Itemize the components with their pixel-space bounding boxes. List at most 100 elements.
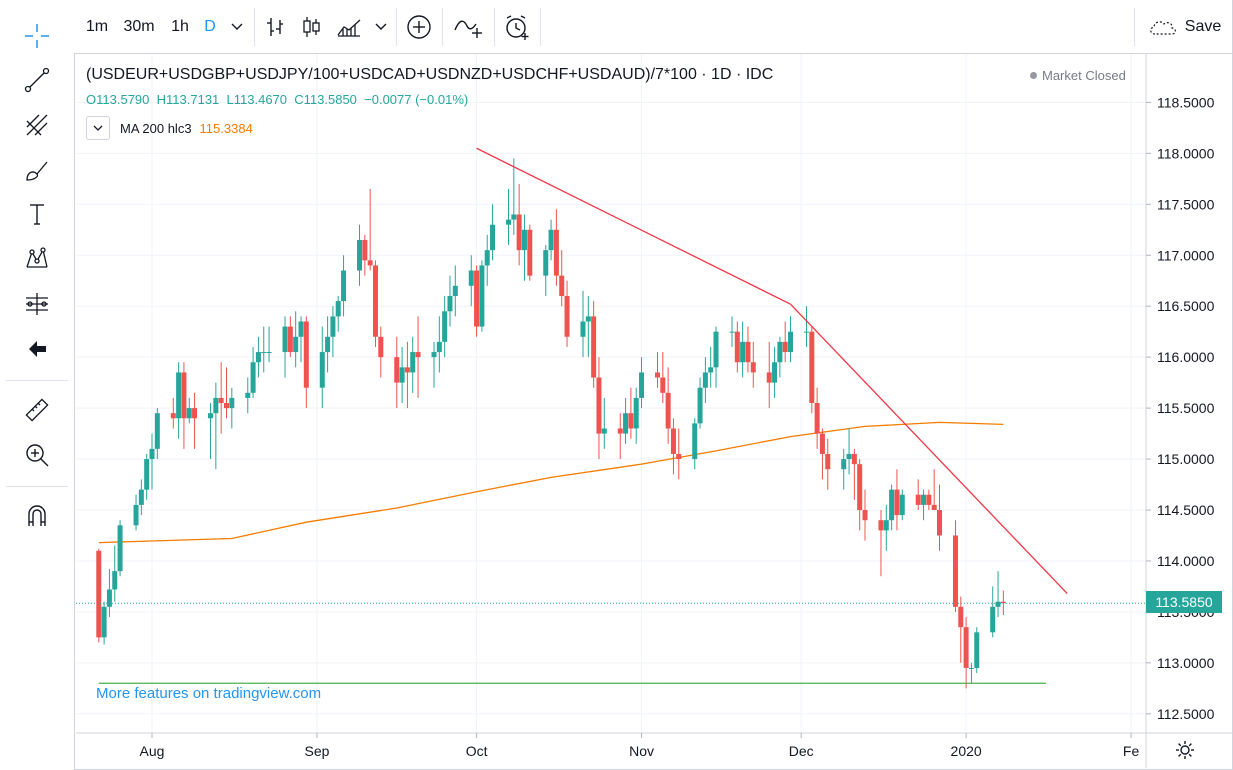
candle-body: [261, 352, 267, 354]
candle: [479, 260, 485, 332]
candle-body: [96, 550, 102, 638]
candle-body: [921, 494, 927, 505]
candle-body: [447, 296, 453, 312]
candle: [250, 346, 256, 398]
candle: [96, 548, 102, 643]
candle: [623, 397, 629, 444]
bar-chart-button[interactable]: [260, 14, 290, 40]
candle: [484, 234, 490, 286]
ruler-tool[interactable]: [18, 392, 56, 428]
candle-body: [218, 397, 224, 404]
crosshair-tool[interactable]: [18, 18, 56, 54]
candle-body: [372, 265, 378, 337]
chart-type-dropdown[interactable]: [370, 14, 392, 40]
candle: [154, 408, 160, 460]
candle: [968, 662, 974, 684]
toolbar-divider: [494, 8, 495, 46]
symbol-title[interactable]: (USDEUR+USDGBP+USDJPY/100+USDCAD+USDNZD+…: [86, 66, 774, 83]
candle: [378, 326, 384, 378]
legend-collapse-button[interactable]: [86, 116, 110, 140]
trend-line-tool[interactable]: [18, 62, 56, 98]
chevron-down-icon: [375, 23, 387, 30]
candle: [133, 494, 139, 531]
prediction-icon: [26, 293, 48, 315]
candle: [362, 234, 368, 276]
ma-label[interactable]: MA 200 hlc3: [120, 120, 192, 136]
y-tick-label: 112.5000: [1157, 706, 1215, 722]
ruler-icon: [25, 398, 49, 422]
candle-body: [245, 392, 251, 398]
candle: [729, 316, 735, 347]
candle: [431, 341, 437, 388]
hide-toolbar-button[interactable]: [18, 331, 56, 367]
candle: [404, 341, 410, 409]
candle: [899, 489, 905, 521]
toolbar-divider: [540, 8, 541, 46]
candle: [553, 209, 559, 286]
candle: [601, 397, 607, 449]
candle-body: [825, 453, 831, 470]
x-tick-label: Fe: [1123, 743, 1140, 759]
save-button[interactable]: Save: [1142, 14, 1226, 40]
candle-body: [974, 632, 980, 668]
brush-tool[interactable]: [18, 152, 56, 188]
interval-1h[interactable]: 1h: [171, 18, 189, 35]
compare-button[interactable]: [450, 14, 486, 40]
magnet-tool[interactable]: [18, 498, 56, 534]
candle-body: [527, 229, 533, 276]
drawing-toolbar: [0, 0, 75, 770]
candle: [617, 413, 623, 460]
bar-chart-icon: [267, 18, 283, 36]
promo-link[interactable]: More features on tradingview.com: [96, 685, 322, 702]
candle: [692, 418, 698, 470]
alert-icon: [506, 15, 529, 40]
brush-icon: [26, 161, 48, 181]
candle-body: [585, 316, 591, 322]
candle: [101, 601, 107, 645]
time-axis[interactable]: Aug Sep Oct Nov Dec 2020 Fe: [76, 732, 1232, 759]
add-indicator-button[interactable]: [402, 14, 436, 40]
interval-dropdown[interactable]: [226, 14, 248, 40]
gear-icon: [1176, 741, 1194, 759]
candle: [516, 183, 522, 266]
candle: [952, 520, 958, 612]
ohlc-values: O113.5790 H113.7131 L113.4670 C113.5850 …: [86, 92, 468, 107]
candle: [223, 367, 229, 419]
candle-body: [729, 331, 735, 333]
trend-line-icon: [24, 67, 50, 93]
pitchfork-tool[interactable]: [18, 107, 56, 143]
save-label: Save: [1184, 18, 1222, 35]
x-tick-label: Sep: [304, 743, 329, 759]
interval-d[interactable]: D: [204, 18, 216, 35]
candle-body: [367, 260, 373, 266]
area-chart-button[interactable]: [334, 14, 364, 40]
pattern-tool[interactable]: [18, 241, 56, 277]
text-tool[interactable]: [18, 196, 56, 232]
alert-button[interactable]: [500, 14, 534, 40]
candle: [894, 469, 900, 531]
candles-icon: [303, 17, 320, 37]
price-axis[interactable]: 118.5000 118.0000 117.5000 117.0000 116.5000…: [1145, 54, 1215, 768]
candle-body: [740, 341, 746, 363]
candle: [287, 316, 293, 358]
market-status-text: Market Closed: [1042, 68, 1126, 83]
interval-30m[interactable]: 30m: [123, 18, 155, 35]
candle: [213, 382, 219, 470]
high-value: 113.7131: [166, 92, 220, 107]
candle: [702, 357, 708, 404]
prediction-tool[interactable]: [18, 286, 56, 322]
candle-body: [814, 403, 820, 434]
chart-settings-button[interactable]: [1173, 738, 1197, 762]
candle: [394, 336, 400, 409]
candle: [1000, 590, 1006, 615]
candle: [788, 316, 794, 363]
toolbar-divider: [6, 486, 68, 487]
gear-tooth: [1178, 753, 1182, 757]
zoom-in-tool[interactable]: [18, 437, 56, 473]
candle: [192, 392, 198, 449]
candle: [585, 296, 591, 358]
trendline-upper: [476, 147, 791, 305]
interval-1m[interactable]: 1m: [85, 18, 109, 35]
candles-button[interactable]: [296, 14, 326, 40]
